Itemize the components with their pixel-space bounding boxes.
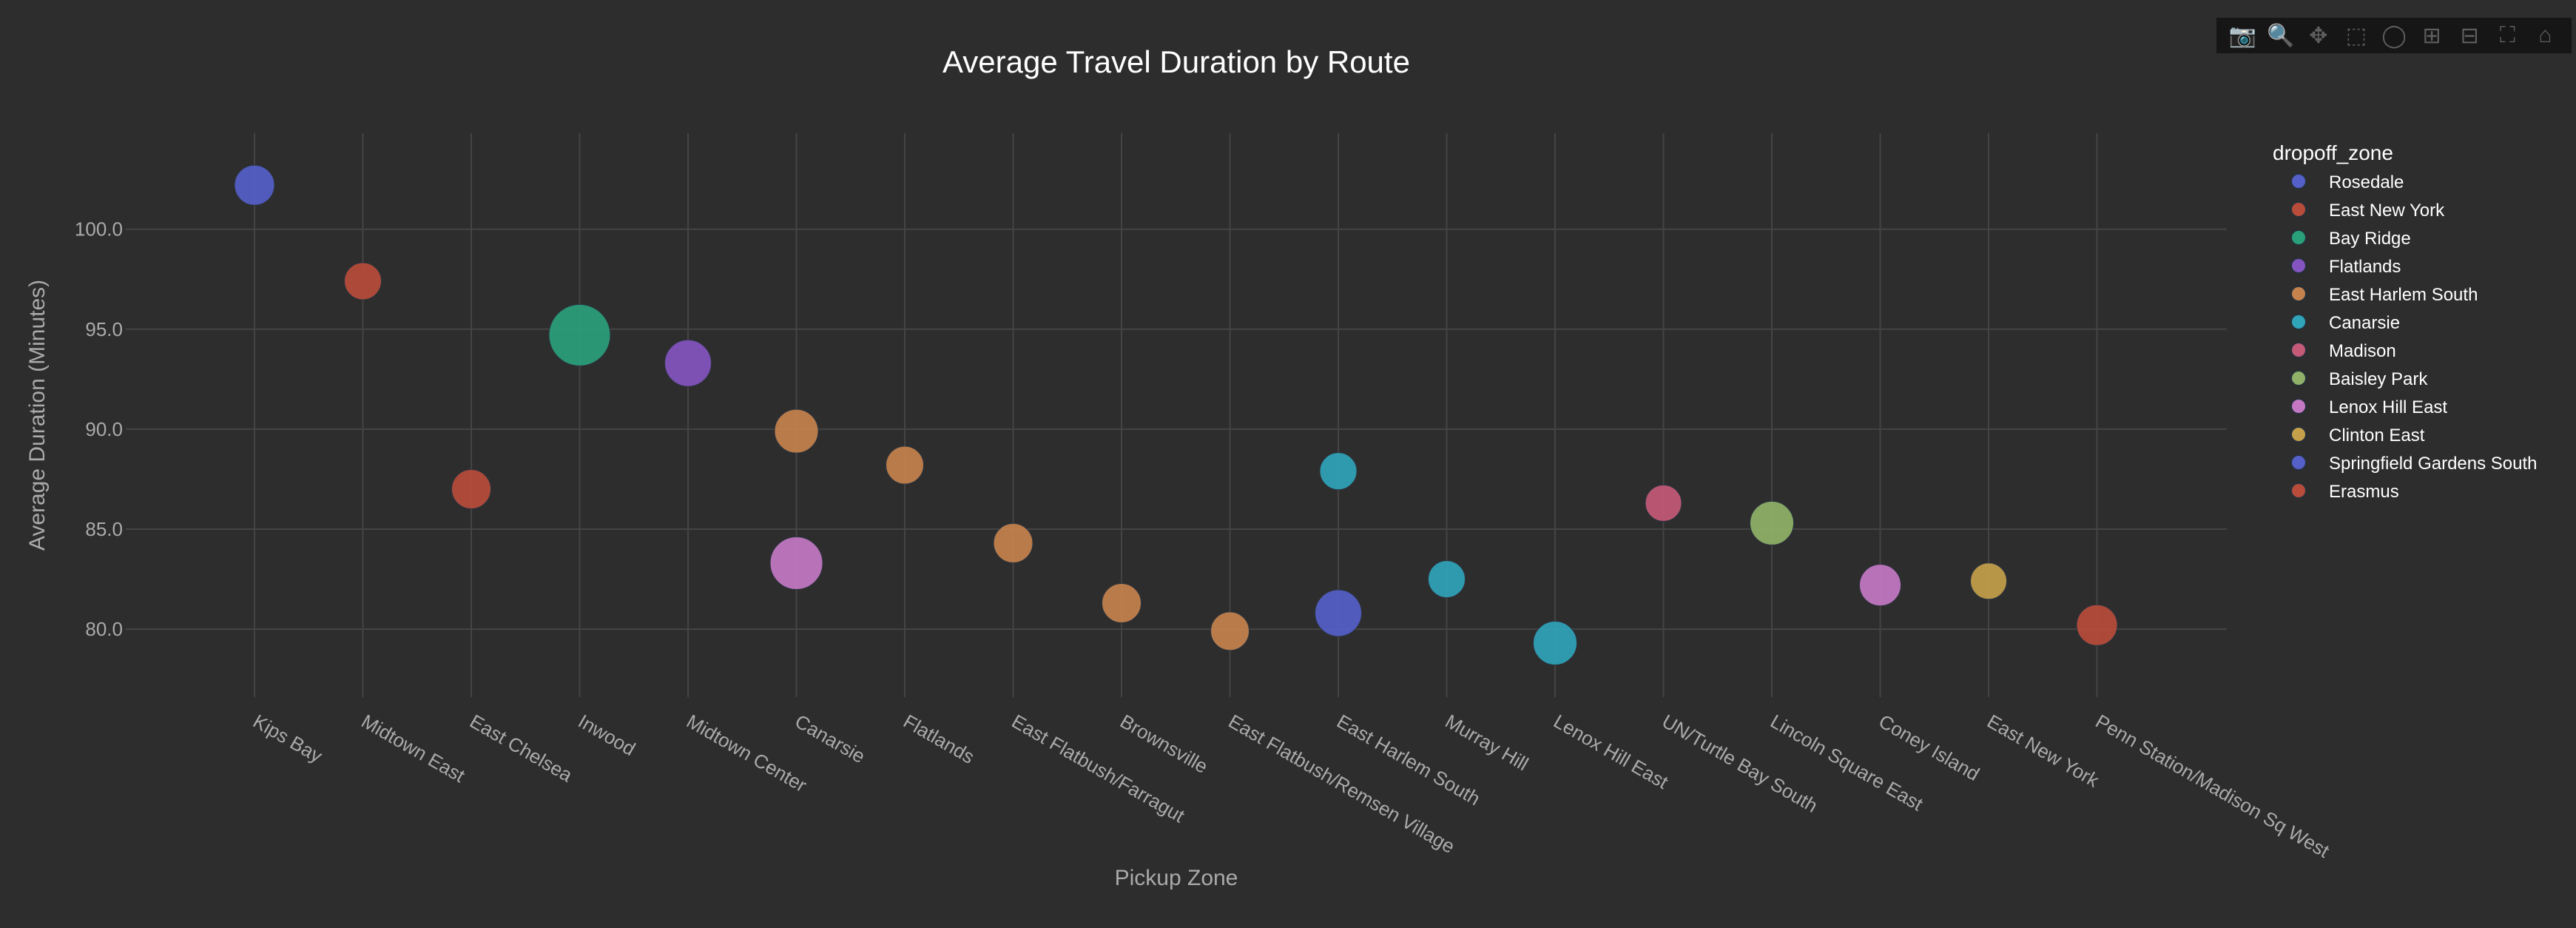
data-point <box>993 522 1034 563</box>
data-point <box>1319 452 1358 491</box>
legend-marker <box>2290 314 2307 330</box>
legend-marker <box>2290 286 2307 302</box>
legend-marker <box>2290 426 2307 443</box>
x-tick-label: Murray Hill <box>1442 710 1533 775</box>
data-point <box>548 303 611 366</box>
data-point <box>769 536 823 590</box>
chart-title: Average Travel Duration by Route <box>943 44 1410 79</box>
y-tick-label: 100.0 <box>75 218 123 241</box>
y-tick-label: 80.0 <box>85 618 123 640</box>
y-axis-ticks: 80.0 85.0 90.0 95.0 100.0 <box>75 218 123 640</box>
data-point <box>664 339 712 387</box>
legend-item[interactable]: Clinton East <box>2290 426 2425 445</box>
y-tick-label: 85.0 <box>85 518 123 540</box>
zoom-icon[interactable]: 🔍 <box>2266 23 2295 48</box>
legend-label: Lenox Hill East <box>2329 397 2447 417</box>
x-tick-label: Kips Bay <box>249 710 326 767</box>
y-axis-title: Average Duration (Minutes) <box>25 280 50 551</box>
autoscale-icon[interactable]: ⛶ <box>2499 23 2515 47</box>
legend-item[interactable]: Bay Ridge <box>2290 229 2411 249</box>
data-points <box>234 164 2118 666</box>
data-point <box>344 262 382 300</box>
legend-label: Flatlands <box>2329 257 2401 277</box>
data-point <box>1970 562 2007 600</box>
legend-marker <box>2290 229 2307 246</box>
data-point <box>1533 621 1577 666</box>
legend-item[interactable]: Flatlands <box>2290 257 2401 277</box>
legend-marker <box>2290 370 2307 386</box>
data-point <box>1315 589 1362 637</box>
legend-marker <box>2290 201 2307 218</box>
x-tick-label: Inwood <box>575 710 640 760</box>
y-tick-label: 90.0 <box>85 418 123 440</box>
legend-marker <box>2290 342 2307 358</box>
data-point <box>451 468 491 509</box>
x-axis-title: Pickup Zone <box>1115 866 1238 890</box>
legend-item[interactable]: East Harlem South <box>2290 285 2478 305</box>
data-point <box>1859 564 1901 607</box>
reset-axes-icon[interactable]: ⌂ <box>2538 23 2552 47</box>
legend-label: Madison <box>2329 341 2396 361</box>
data-point <box>1210 611 1250 651</box>
legend-label: Erasmus <box>2329 482 2399 502</box>
zoom-in-icon[interactable]: ⊞ <box>2422 23 2441 48</box>
data-point <box>1750 500 1794 545</box>
legend-label: East Harlem South <box>2329 285 2478 305</box>
x-tick-label: Canarsie <box>792 710 869 767</box>
data-point <box>234 164 275 206</box>
legend-item[interactable]: Madison <box>2290 341 2396 361</box>
y-tick-label: 95.0 <box>85 318 123 340</box>
legend-label: East New York <box>2329 201 2445 221</box>
legend-item[interactable]: Erasmus <box>2290 482 2399 502</box>
camera-icon[interactable]: 📷 <box>2228 23 2257 48</box>
x-tick-label: Flatlands <box>900 710 978 768</box>
legend-item[interactable]: Springfield Gardens South <box>2290 454 2538 474</box>
legend-label: Bay Ridge <box>2329 229 2411 249</box>
x-tick-label: Coney Island <box>1875 710 1983 785</box>
legend-marker <box>2290 173 2307 189</box>
zoom-out-icon[interactable]: ⊟ <box>2460 23 2479 48</box>
x-tick-label: Midtown East <box>358 710 470 787</box>
grid <box>126 133 2227 697</box>
lasso-select-icon[interactable]: ◯ <box>2381 23 2407 48</box>
legend-item[interactable]: Lenox Hill East <box>2290 397 2447 417</box>
x-tick-label: East Flatbush/Farragut <box>1008 710 1190 827</box>
legend-item[interactable]: Canarsie <box>2290 313 2400 333</box>
legend: dropoff_zone Rosedale East New York Bay Ri… <box>2273 141 2538 502</box>
data-point <box>774 408 819 454</box>
legend-label: Clinton East <box>2329 426 2425 445</box>
data-point <box>2076 604 2118 646</box>
legend-marker <box>2290 454 2307 471</box>
legend-title: dropoff_zone <box>2273 141 2393 164</box>
legend-label: Springfield Gardens South <box>2329 454 2538 474</box>
legend-item[interactable]: East New York <box>2290 201 2445 221</box>
x-tick-label: East Chelsea <box>466 710 576 787</box>
legend-label: Canarsie <box>2329 313 2400 333</box>
legend-marker <box>2290 258 2307 274</box>
legend-marker <box>2290 398 2307 414</box>
legend-label: Rosedale <box>2329 172 2404 192</box>
data-point <box>1645 484 1682 522</box>
modebar-toolbar: 📷 🔍 ✥ ⬚ ◯ ⊞ ⊟ ⛶ ⌂ <box>2216 18 2572 53</box>
legend-label: Baisley Park <box>2329 369 2428 389</box>
legend-item[interactable]: Baisley Park <box>2290 369 2428 389</box>
box-select-icon[interactable]: ⬚ <box>2345 23 2367 48</box>
x-tick-label: East New York <box>1983 710 2103 792</box>
pan-icon[interactable]: ✥ <box>2309 23 2328 48</box>
data-point <box>1428 560 1466 599</box>
x-tick-label: Brownsville <box>1116 710 1212 778</box>
x-tick-label: Penn Station/Madison Sq West <box>2092 710 2334 862</box>
data-point <box>1102 583 1142 623</box>
data-point <box>886 445 924 485</box>
x-tick-label: Lenox Hill East <box>1550 710 1673 793</box>
x-tick-label: Midtown Center <box>683 710 811 796</box>
legend-marker <box>2290 483 2307 499</box>
legend-item[interactable]: Rosedale <box>2290 172 2404 192</box>
